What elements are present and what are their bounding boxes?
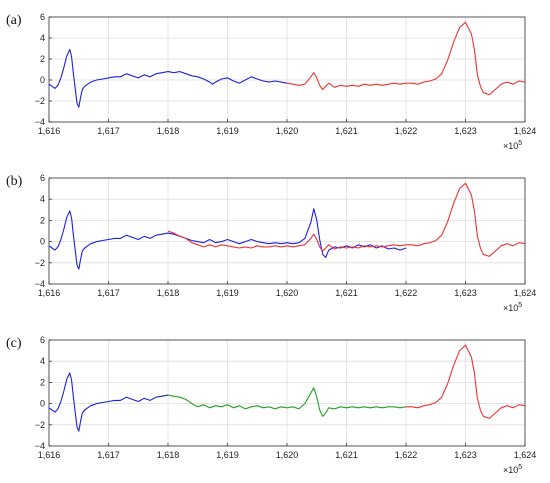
x-tick-label: 1,619	[216, 288, 239, 298]
x-exponent-label: ×105	[503, 464, 522, 475]
chart-panel: 1,616 1,617 1,618 1,619 1,620 1,621 1,622 1,623…	[6, 173, 536, 313]
x-tick-label: 1,620	[276, 288, 299, 298]
x-tick-label: 1,623	[454, 126, 477, 136]
x-tick-label: 1,619	[216, 126, 239, 136]
x-tick-label: 1,616	[38, 288, 61, 298]
x-tick-label: 1,617	[97, 288, 120, 298]
x-tick-label: 1,617	[97, 450, 120, 460]
x-tick-label: 1,618	[157, 450, 180, 460]
x-tick-label: 1,624	[514, 450, 537, 460]
x-tick-label: 1,620	[276, 450, 299, 460]
y-tick-label: −4	[35, 279, 45, 289]
y-tick-label: 4	[40, 33, 45, 43]
y-tick-label: −2	[35, 420, 45, 430]
y-tick-label: 4	[40, 194, 45, 204]
x-tick-label: 1,618	[157, 126, 180, 136]
x-tick-label: 1,621	[335, 450, 358, 460]
y-tick-label: −2	[35, 258, 45, 268]
panel-label: (c)	[6, 336, 22, 351]
series-line-red	[286, 21, 526, 96]
panel-label: (b)	[6, 174, 23, 189]
x-tick-label: 1,616	[38, 126, 61, 136]
x-exponent-label: ×105	[503, 140, 522, 151]
y-tick-label: 0	[40, 237, 45, 247]
y-tick-label: 0	[40, 399, 45, 409]
chart-panel: 1,616 1,617 1,618 1,619 1,620 1,621 1,622 1,623…	[6, 12, 536, 151]
x-tick-label: 1,619	[216, 450, 239, 460]
x-tick-label: 1,618	[157, 288, 180, 298]
x-tick-label: 1,622	[395, 450, 418, 460]
y-tick-label: −4	[35, 117, 45, 127]
series-line-red	[167, 182, 526, 257]
x-tick-label: 1,624	[514, 126, 537, 136]
x-tick-label: 1,624	[514, 288, 537, 298]
x-tick-label: 1,622	[395, 288, 418, 298]
y-tick-label: −4	[35, 441, 45, 451]
y-tick-label: 2	[40, 215, 45, 225]
y-tick-label: 6	[40, 12, 45, 22]
series-line-blue	[48, 372, 169, 432]
y-tick-label: 2	[40, 377, 45, 387]
x-tick-label: 1,616	[38, 450, 61, 460]
x-exponent-label: ×105	[503, 302, 522, 313]
x-tick-label: 1,621	[335, 126, 358, 136]
series-line-green	[167, 387, 407, 417]
x-tick-label: 1,623	[454, 288, 477, 298]
y-tick-label: 4	[40, 356, 45, 366]
x-tick-label: 1,620	[276, 126, 299, 136]
chart-panel: 1,616 1,617 1,618 1,619 1,620 1,621 1,622 1,623…	[6, 335, 536, 475]
y-tick-label: 2	[40, 54, 45, 64]
y-tick-label: −2	[35, 96, 45, 106]
x-tick-label: 1,623	[454, 450, 477, 460]
y-tick-label: 0	[40, 75, 45, 85]
x-tick-label: 1,621	[335, 288, 358, 298]
series-line-red	[406, 344, 526, 419]
x-tick-label: 1,617	[97, 126, 120, 136]
panel-label: (a)	[6, 13, 22, 28]
series-line-blue	[48, 48, 288, 108]
y-tick-label: 6	[40, 335, 45, 345]
x-tick-label: 1,622	[395, 126, 418, 136]
y-tick-label: 6	[40, 173, 45, 183]
